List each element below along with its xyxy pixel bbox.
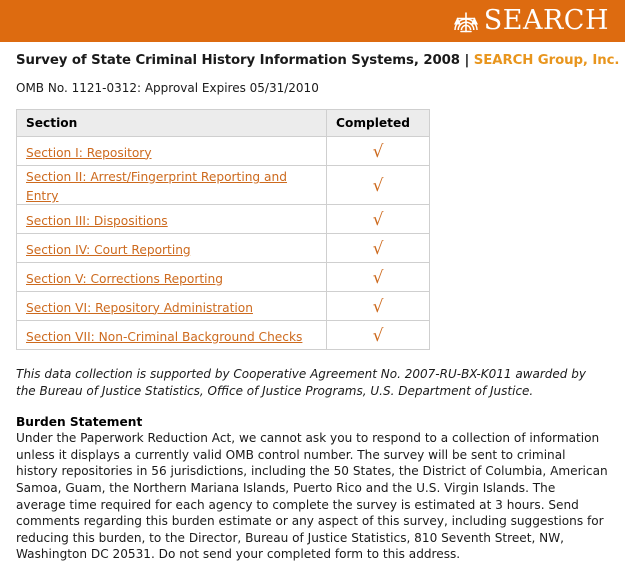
section-cell: Section IV: Court Reporting: [16, 233, 327, 263]
burden-statement-body: Under the Paperwork Reduction Act, we ca…: [16, 431, 608, 562]
page-header-bar: SEARCH: [0, 0, 625, 42]
table-row: Section III: Dispositions √: [16, 204, 430, 234]
section-cell: Section I: Repository: [16, 136, 327, 166]
section-cell: Section II: Arrest/Fingerprint Reporting…: [16, 165, 327, 205]
sections-table-body: Section I: Repository √ Section II: Arre…: [16, 136, 430, 350]
completed-cell: √: [326, 320, 430, 350]
sidebar-item-section-6[interactable]: Section VI: Repository Administration: [26, 300, 253, 315]
completed-cell: √: [326, 291, 430, 321]
table-row: Section V: Corrections Reporting √: [16, 262, 430, 292]
omb-approval-line: OMB No. 1121-0312: Approval Expires 05/3…: [16, 81, 319, 95]
page-title-organization: SEARCH Group, Inc.: [473, 53, 620, 68]
table-row: Section II: Arrest/Fingerprint Reporting…: [16, 165, 430, 205]
section-cell: Section III: Dispositions: [16, 204, 327, 234]
sidebar-item-section-2[interactable]: Section II: Arrest/Fingerprint Reporting…: [26, 170, 287, 203]
page-title-main: Survey of State Criminal History Informa…: [16, 53, 460, 68]
search-fingerprint-scales-logo-icon: [450, 6, 481, 36]
completed-cell: √: [326, 136, 430, 166]
check-icon: √: [372, 267, 384, 288]
sidebar-item-section-7[interactable]: Section VII: Non-Criminal Background Che…: [26, 329, 303, 344]
check-icon: √: [372, 238, 384, 259]
column-header-completed: Completed: [326, 109, 430, 137]
burden-statement-heading: Burden Statement: [16, 415, 143, 430]
sidebar-item-section-1[interactable]: Section I: Repository: [26, 145, 152, 160]
sidebar-item-section-3[interactable]: Section III: Dispositions: [26, 213, 168, 228]
page-title: Survey of State Criminal History Informa…: [0, 42, 625, 77]
funding-acknowledgement: This data collection is supported by Coo…: [16, 367, 586, 399]
table-row: Section I: Repository √: [16, 136, 430, 166]
completed-cell: √: [326, 262, 430, 292]
check-icon: √: [372, 209, 384, 230]
sidebar-item-section-5[interactable]: Section V: Corrections Reporting: [26, 271, 223, 286]
sections-table: Section Completed Section I: Repository …: [16, 109, 430, 350]
sections-table-container: Section Completed Section I: Repository …: [0, 95, 625, 350]
column-header-section: Section: [16, 109, 327, 137]
section-cell: Section V: Corrections Reporting: [16, 262, 327, 292]
completed-cell: √: [326, 233, 430, 263]
table-row: Section VI: Repository Administration √: [16, 291, 430, 321]
check-icon: √: [372, 141, 384, 162]
sidebar-item-section-4[interactable]: Section IV: Court Reporting: [26, 242, 191, 257]
page-title-separator: |: [464, 53, 470, 68]
search-wordmark: SEARCH: [483, 4, 609, 36]
sections-table-head: Section Completed: [16, 109, 430, 137]
check-icon: √: [372, 325, 384, 346]
completed-cell: √: [326, 165, 430, 205]
table-row: Section IV: Court Reporting √: [16, 233, 430, 263]
search-logo-lockup[interactable]: SEARCH: [450, 4, 609, 36]
section-cell: Section VII: Non-Criminal Background Che…: [16, 320, 327, 350]
table-row: Section VII: Non-Criminal Background Che…: [16, 320, 430, 350]
check-icon: √: [372, 175, 384, 196]
section-cell: Section VI: Repository Administration: [16, 291, 327, 321]
table-header-row: Section Completed: [16, 109, 430, 137]
completed-cell: √: [326, 204, 430, 234]
check-icon: √: [372, 296, 384, 317]
